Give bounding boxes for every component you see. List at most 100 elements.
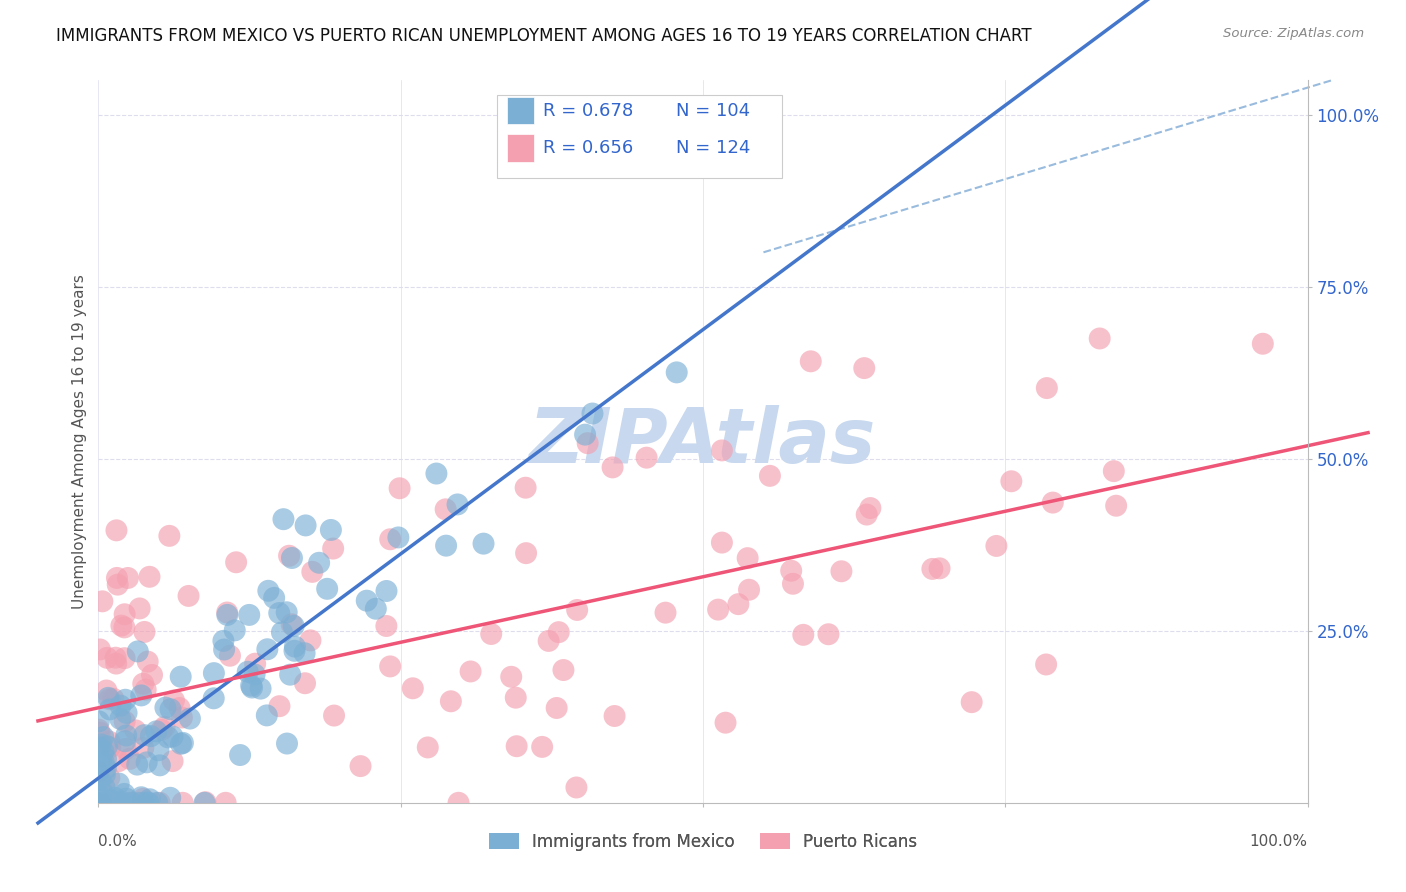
Point	[112, 620, 135, 634]
Point	[121, 796, 143, 810]
Point	[105, 657, 128, 671]
Point	[91, 796, 114, 810]
Point	[256, 708, 278, 723]
Point	[280, 617, 302, 632]
Point	[193, 796, 215, 810]
Point	[98, 702, 121, 716]
Point	[425, 467, 447, 481]
Point	[301, 565, 323, 579]
Point	[531, 739, 554, 754]
Point	[294, 518, 316, 533]
Point	[91, 786, 114, 800]
Point	[707, 602, 730, 616]
Point	[460, 665, 482, 679]
Text: R = 0.678: R = 0.678	[543, 102, 634, 120]
Point	[859, 501, 882, 516]
Point	[90, 738, 112, 752]
Point	[115, 706, 138, 720]
FancyBboxPatch shape	[498, 95, 782, 178]
Point	[727, 597, 749, 611]
Point	[136, 655, 159, 669]
Point	[89, 789, 111, 803]
FancyBboxPatch shape	[508, 97, 534, 124]
Point	[153, 720, 176, 734]
Point	[283, 619, 305, 633]
Point	[132, 740, 155, 755]
Point	[138, 570, 160, 584]
Point	[202, 691, 225, 706]
Text: IMMIGRANTS FROM MEXICO VS PUERTO RICAN UNEMPLOYMENT AMONG AGES 16 TO 19 YEARS CO: IMMIGRANTS FROM MEXICO VS PUERTO RICAN U…	[56, 27, 1032, 45]
Point	[921, 562, 943, 576]
Point	[817, 627, 839, 641]
Point	[256, 642, 278, 657]
Point	[132, 792, 155, 806]
Point	[110, 618, 132, 632]
Point	[269, 699, 291, 714]
Point	[515, 546, 537, 560]
Point	[780, 564, 803, 578]
Text: Source: ZipAtlas.com: Source: ZipAtlas.com	[1223, 27, 1364, 40]
Point	[986, 539, 1008, 553]
Point	[800, 354, 823, 368]
Text: N = 124: N = 124	[676, 139, 751, 157]
Point	[90, 755, 112, 769]
Point	[169, 701, 191, 715]
Point	[565, 780, 588, 795]
Point	[159, 702, 181, 716]
Point	[581, 407, 603, 421]
Point	[281, 551, 304, 566]
Point	[134, 624, 156, 639]
Point	[928, 561, 950, 575]
Point	[87, 723, 110, 737]
Point	[574, 427, 596, 442]
Point	[553, 663, 575, 677]
Point	[136, 796, 159, 810]
Point	[402, 681, 425, 696]
Point	[830, 564, 852, 578]
Point	[149, 758, 172, 772]
Point	[115, 729, 138, 743]
Point	[104, 790, 127, 805]
Point	[98, 692, 121, 706]
Point	[155, 700, 177, 714]
Point	[212, 633, 235, 648]
Point	[380, 659, 402, 673]
Point	[114, 742, 136, 756]
Point	[135, 682, 157, 697]
Point	[89, 740, 111, 755]
Point	[257, 583, 280, 598]
Point	[97, 690, 120, 705]
Point	[375, 584, 398, 599]
Point	[714, 715, 737, 730]
Point	[243, 667, 266, 681]
Point	[194, 795, 217, 809]
Point	[440, 694, 463, 708]
Point	[157, 731, 180, 745]
Point	[665, 365, 688, 379]
Point	[294, 676, 316, 690]
Point	[87, 796, 110, 810]
Point	[294, 646, 316, 660]
Point	[128, 796, 150, 810]
Point	[91, 750, 114, 764]
Point	[217, 606, 239, 620]
Point	[380, 533, 402, 547]
Point	[110, 698, 132, 713]
Point	[114, 734, 136, 748]
Point	[278, 549, 301, 563]
Point	[202, 666, 225, 681]
Point	[375, 619, 398, 633]
Point	[94, 752, 117, 766]
Point	[96, 683, 118, 698]
Point	[1042, 495, 1064, 509]
Point	[269, 606, 291, 620]
Point	[782, 576, 804, 591]
Point	[94, 762, 117, 776]
Point	[94, 767, 117, 781]
Point	[114, 651, 136, 665]
Point	[710, 535, 733, 549]
Point	[145, 724, 167, 739]
Point	[710, 443, 733, 458]
Point	[107, 754, 129, 768]
Point	[505, 739, 527, 754]
